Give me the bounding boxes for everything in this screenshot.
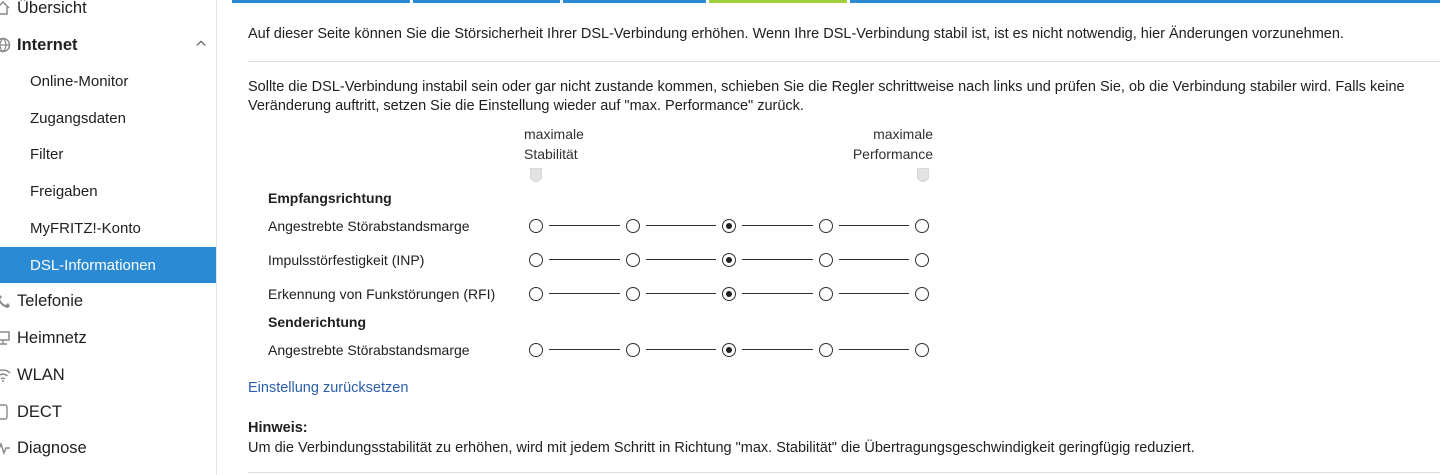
active-tab-indicator [709,0,847,3]
sidebar-item-telefonie[interactable]: Telefonie [0,283,216,319]
slider-track-segment [549,349,620,350]
sidebar-item-label: Übersicht [17,0,87,17]
sidebar-item-uebersicht[interactable]: Übersicht [0,0,216,26]
slider-track-segment [645,225,716,226]
note-text: Um die Verbindungsstabilität zu erhöhen,… [248,440,1195,456]
globe-icon [0,35,12,55]
slider-step-radio[interactable] [818,287,833,301]
sidebar-item-dsl-informationen[interactable]: DSL-Informationen [0,247,216,283]
slider-track-segment [838,293,909,294]
slider-track-segment [838,349,909,350]
dect-icon [0,402,12,422]
sidebar-item-label: Freigaben [30,182,98,200]
network-icon [0,328,12,348]
sidebar-item-freigaben[interactable]: Freigaben [0,173,216,209]
slider-step-radio[interactable] [722,219,736,233]
instruction-text-line2: Veränderung auftritt, setzen Sie die Ein… [248,98,804,114]
sidebar-item-zugangsdaten[interactable]: Zugangsdaten [0,100,216,136]
sidebar-item-label: Zugangsdaten [30,109,126,127]
slider-track-segment [742,225,813,226]
slider-step-radio[interactable] [722,343,736,357]
slider-sende-stoerabstandsmarge[interactable] [528,342,930,358]
slider-track-segment [549,259,620,260]
phone-icon [0,291,12,311]
tab-indicator-bar [232,0,1440,3]
slider-empfang-rfi[interactable] [528,286,930,302]
slider-track-segment [645,259,716,260]
sidebar-item-label: Internet [17,35,78,54]
sidebar-item-label: MyFRITZ!-Konto [30,219,141,237]
slider-step-radio[interactable] [915,343,929,357]
sidebar-item-filter[interactable]: Filter [0,136,216,172]
slider-step-radio[interactable] [529,343,543,357]
sidebar-item-label: Online-Monitor [30,72,129,90]
slider-step-radio[interactable] [625,253,640,267]
sidebar-item-myfritz-konto[interactable]: MyFRITZ!-Konto [0,210,216,246]
note-title: Hinweis: [248,420,308,436]
sidebar-item-label: Filter [30,145,64,163]
slider-step-radio[interactable] [529,253,543,267]
stability-marker-icon [530,168,542,182]
row-label: Erkennung von Funkstörungen (RFI) [268,286,496,302]
sidebar-item-label: Telefonie [17,291,84,310]
slider-track-segment [549,293,620,294]
slider-step-radio[interactable] [915,287,929,301]
sidebar: Übersicht Internet Online-Monitor Zugang… [0,0,217,475]
diagnose-icon [0,438,12,458]
row-label: Impulsstörfestigkeit (INP) [268,252,425,268]
slider-step-radio[interactable] [529,287,543,301]
sidebar-item-online-monitor[interactable]: Online-Monitor [0,63,216,99]
slider-step-radio[interactable] [529,219,543,233]
slider-track-segment [742,349,813,350]
intro-text: Auf dieser Seite können Sie die Störsich… [248,26,1344,42]
performance-marker-icon [917,168,929,182]
sidebar-item-label: WLAN [17,365,65,384]
section-title-empfangsrichtung: Empfangsrichtung [268,190,392,206]
divider [248,61,1440,62]
slider-track-segment [742,259,813,260]
slider-step-radio[interactable] [915,219,929,233]
sidebar-item-label: Diagnose [17,438,87,457]
slider-step-radio[interactable] [915,253,929,267]
slider-step-radio[interactable] [818,343,833,357]
slider-track-segment [645,293,716,294]
slider-step-radio[interactable] [625,287,640,301]
sidebar-item-internet[interactable]: Internet [0,27,216,63]
slider-track-segment [838,225,909,226]
slider-step-radio[interactable] [722,287,736,301]
sidebar-item-label: DSL-Informationen [30,256,156,274]
slider-step-radio[interactable] [625,343,640,357]
sidebar-item-label: DECT [17,402,62,421]
sidebar-item-diagnose[interactable]: Diagnose [0,430,216,466]
sidebar-item-label: Heimnetz [17,328,87,347]
home-icon [0,0,12,18]
slider-track-segment [549,225,620,226]
slider-step-radio[interactable] [818,253,833,267]
sidebar-item-heimnetz[interactable]: Heimnetz [0,320,216,356]
slider-track-segment [645,349,716,350]
divider [248,472,1440,473]
slider-track-segment [742,293,813,294]
row-label: Angestrebte Störabstandsmarge [268,218,470,234]
slider-step-radio[interactable] [625,219,640,233]
row-label: Angestrebte Störabstandsmarge [268,342,470,358]
chevron-up-icon[interactable] [196,38,206,48]
sidebar-item-wlan[interactable]: WLAN [0,357,216,393]
slider-step-radio[interactable] [818,219,833,233]
slider-step-radio[interactable] [722,253,736,267]
slider-empfang-stoerabstandsmarge[interactable] [528,218,930,234]
slider-empfang-inp[interactable] [528,252,930,268]
instruction-text-line1: Sollte die DSL-Verbindung instabil sein … [248,79,1405,95]
wifi-icon [0,365,12,385]
reset-settings-link[interactable]: Einstellung zurücksetzen [248,380,409,396]
col-header-stability: maximale Stabilität [524,126,584,162]
section-title-senderichtung: Senderichtung [268,314,367,330]
slider-track-segment [838,259,909,260]
sidebar-item-dect[interactable]: DECT [0,394,216,430]
col-header-performance: maximale Performance [852,126,933,162]
